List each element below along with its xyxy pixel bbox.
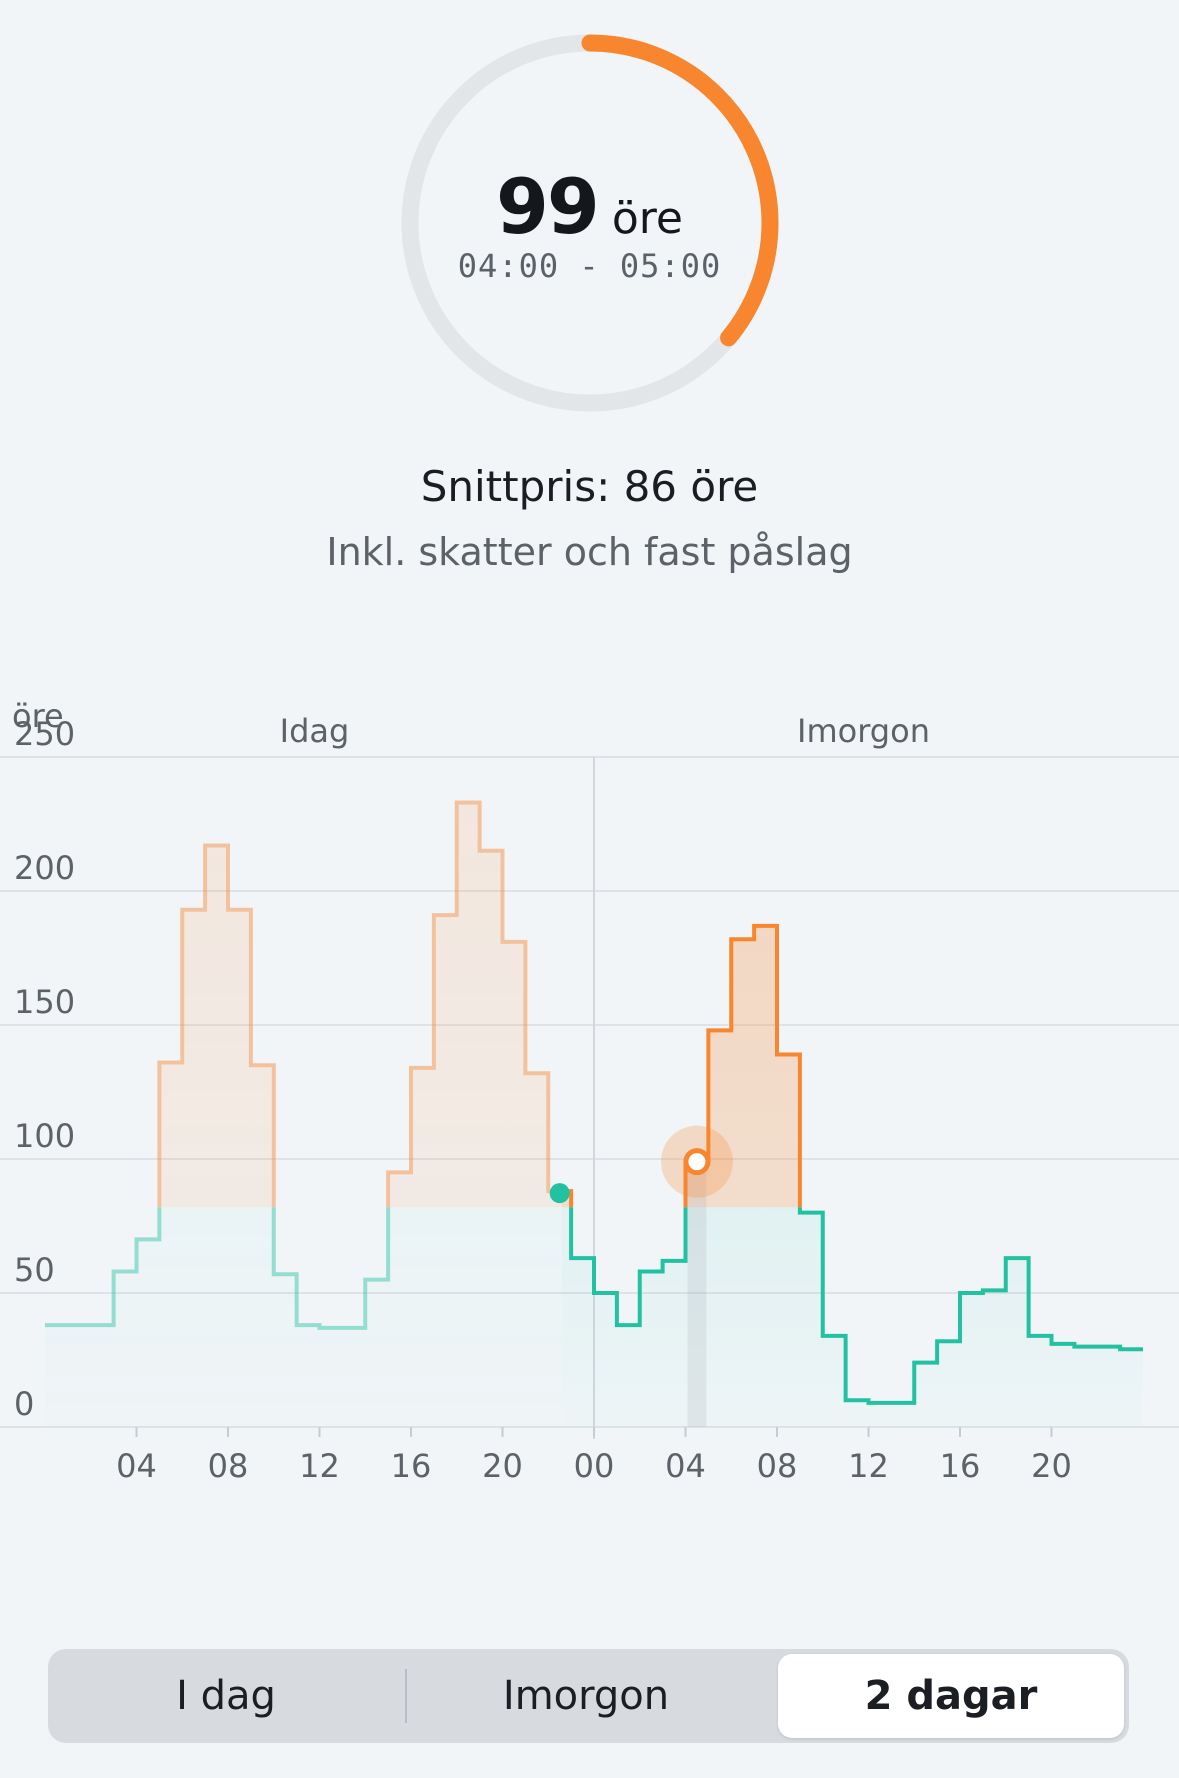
now-marker <box>549 1183 570 1204</box>
tab-divider <box>405 1669 407 1723</box>
tab-two-days[interactable]: 2 dagar <box>778 1654 1124 1738</box>
current-price-value: 99 <box>496 162 600 251</box>
ring-progress <box>401 34 779 412</box>
price-series <box>45 800 1143 1427</box>
current-price: 99 öre <box>0 162 1179 251</box>
current-price-unit: öre <box>611 193 683 244</box>
x-tick-label: 16 <box>940 1447 981 1485</box>
area-expensive <box>561 925 800 1208</box>
x-tick-label: 04 <box>116 1447 157 1485</box>
x-tick-label: 20 <box>1031 1447 1072 1485</box>
x-tick-label: 16 <box>391 1447 432 1485</box>
day-label-tomorrow: Imorgon <box>797 712 930 750</box>
x-tick-label: 04 <box>665 1447 706 1485</box>
area-expensive <box>159 802 562 1208</box>
line-cheap <box>569 1207 1143 1405</box>
x-tick-label: 08 <box>208 1447 249 1485</box>
current-price-time: 04:00 - 05:00 <box>457 247 722 285</box>
x-tick-label: 00 <box>574 1447 615 1485</box>
y-tick-label: 200 <box>14 849 75 887</box>
y-tick-label: 0 <box>14 1385 34 1423</box>
y-tick-label: 150 <box>14 983 75 1021</box>
y-tick-label: 250 <box>14 715 75 753</box>
x-tick-label: 12 <box>299 1447 340 1485</box>
tab-today[interactable]: I dag <box>176 1673 276 1719</box>
tab-tomorrow[interactable]: Imorgon <box>502 1673 670 1719</box>
y-tick-label: 100 <box>14 1117 75 1155</box>
selected-marker[interactable] <box>683 1148 711 1176</box>
range-selector: I dag Imorgon 2 dagar <box>48 1649 1129 1743</box>
y-axis-label: öre <box>12 697 64 735</box>
line-expensive <box>157 800 562 1208</box>
chart-markers <box>549 1125 733 1427</box>
price-note: Inkl. skatter och fast påslag <box>326 530 853 574</box>
x-tick-label: 08 <box>757 1447 798 1485</box>
y-tick-label: 50 <box>14 1251 55 1289</box>
current-price-ring: 99 öre 04:00 - 05:00 <box>0 0 1179 440</box>
x-tick-label: 12 <box>848 1447 889 1485</box>
current-hour-band <box>687 1161 707 1427</box>
day-label-today: Idag <box>280 712 350 750</box>
area-cheap <box>561 1207 1143 1427</box>
price-ring-gauge <box>401 34 779 412</box>
average-price: Snittpris: 86 öre <box>420 462 759 511</box>
area-cheap <box>45 1207 562 1427</box>
x-tick-label: 20 <box>482 1447 523 1485</box>
